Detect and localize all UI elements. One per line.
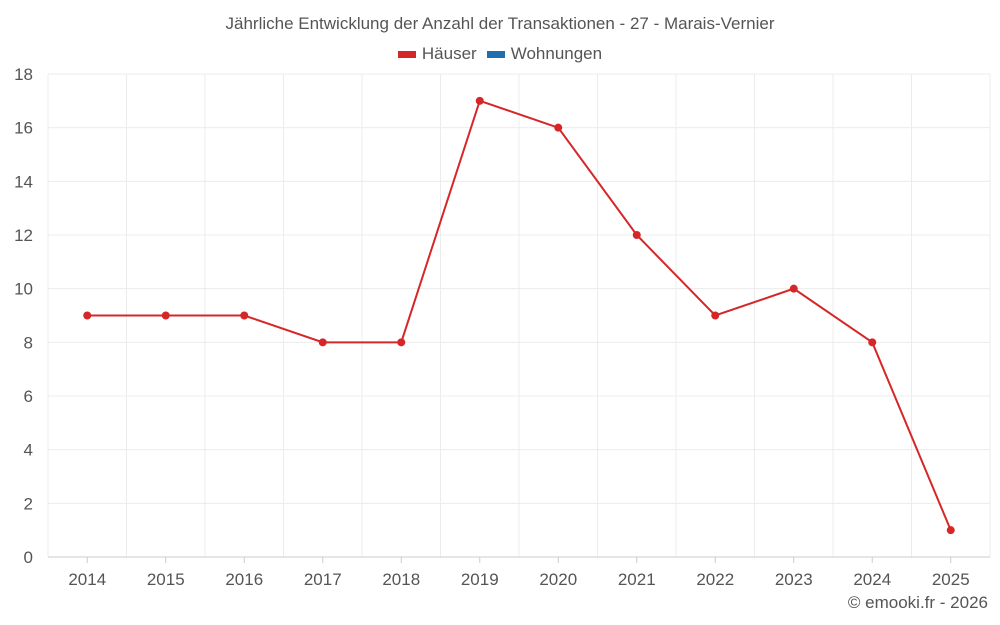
series-line-haeuser bbox=[87, 99, 952, 531]
data-point[interactable] bbox=[240, 311, 249, 320]
y-tick-label: 14 bbox=[14, 172, 33, 191]
x-tick-label: 2025 bbox=[932, 570, 970, 589]
legend: Häuser Wohnungen bbox=[0, 44, 1000, 64]
series-haeuser bbox=[83, 96, 955, 535]
legend-swatch-haeuser bbox=[397, 50, 416, 58]
y-tick-label: 12 bbox=[14, 226, 33, 245]
y-tick-label: 4 bbox=[24, 441, 33, 460]
data-point[interactable] bbox=[161, 311, 170, 320]
legend-label-haeuser: Häuser bbox=[421, 44, 477, 63]
credit-text: © emooki.fr - 2026 bbox=[847, 593, 988, 612]
legend-item-haeuser[interactable]: Häuser bbox=[397, 44, 477, 64]
x-tick-label: 2023 bbox=[775, 570, 813, 589]
x-tick-label: 2020 bbox=[539, 570, 577, 589]
x-tick-label: 2021 bbox=[618, 570, 656, 589]
axes: 0 2 4 6 8 10 12 14 16 18 2014 2015 2016 2017 2018 2019 2… bbox=[14, 65, 990, 589]
y-tick-label: 18 bbox=[14, 65, 33, 84]
x-tick-label: 2024 bbox=[853, 570, 891, 589]
y-tick-label: 0 bbox=[24, 548, 33, 567]
y-tick-label: 2 bbox=[24, 494, 33, 513]
x-tick-label: 2014 bbox=[68, 570, 106, 589]
x-tick-label: 2017 bbox=[304, 570, 342, 589]
y-tick-label: 16 bbox=[14, 119, 33, 138]
x-tick-label: 2015 bbox=[147, 570, 185, 589]
data-point[interactable] bbox=[397, 338, 406, 347]
legend-swatch-wohnungen bbox=[486, 50, 505, 58]
y-tick-label: 8 bbox=[24, 333, 33, 352]
y-tick-label: 10 bbox=[14, 280, 33, 299]
legend-label-wohnungen: Wohnungen bbox=[510, 44, 603, 63]
x-tick-label: 2018 bbox=[382, 570, 420, 589]
y-tick-label: 6 bbox=[24, 387, 33, 406]
data-point[interactable] bbox=[789, 284, 798, 293]
data-point[interactable] bbox=[711, 311, 720, 320]
x-tick-label: 2022 bbox=[696, 570, 734, 589]
x-tick-label: 2019 bbox=[461, 570, 499, 589]
chart-title: Jährliche Entwicklung der Anzahl der Tra… bbox=[225, 14, 775, 33]
grid bbox=[47, 73, 991, 557]
legend-item-wohnungen[interactable]: Wohnungen bbox=[486, 44, 603, 64]
data-point[interactable] bbox=[632, 231, 641, 239]
data-point[interactable] bbox=[475, 96, 484, 105]
data-point[interactable] bbox=[554, 123, 563, 132]
data-point[interactable] bbox=[318, 338, 327, 347]
data-point[interactable] bbox=[83, 311, 92, 320]
data-point[interactable] bbox=[868, 338, 877, 347]
data-point[interactable] bbox=[946, 526, 955, 535]
x-tick-label: 2016 bbox=[225, 570, 263, 589]
